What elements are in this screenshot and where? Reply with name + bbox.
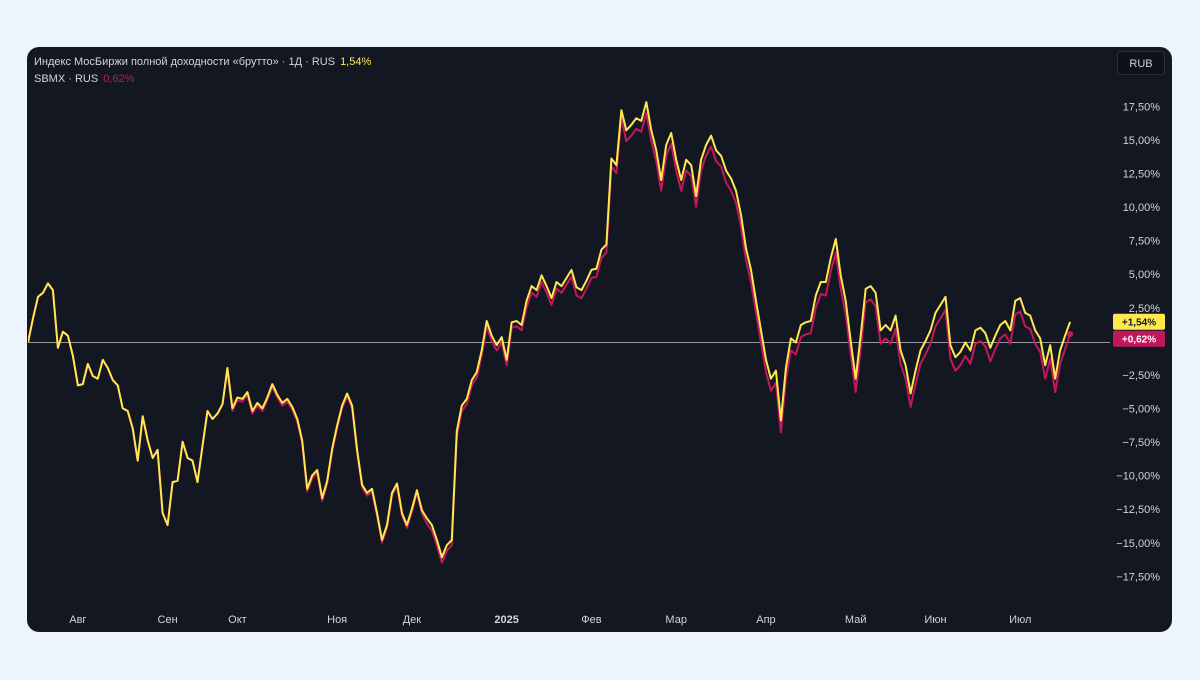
y-tick-label: −5,00% [1122, 404, 1160, 416]
plot [28, 101, 1072, 564]
y-tick-label: 2,50% [1129, 303, 1160, 315]
legend-name: Индекс МосБиржи полной доходности «брутт… [34, 56, 336, 68]
y-tick-label: 10,00% [1123, 202, 1161, 214]
x-tick-label: Фев [581, 614, 601, 626]
y-tick-label: 5,00% [1129, 269, 1160, 281]
axis-value-box [1113, 330, 1165, 347]
x-tick-label: Июл [1009, 614, 1031, 626]
y-tick-label: −17,50% [1116, 571, 1160, 583]
y-tick-label: 15,00% [1123, 135, 1161, 147]
y-tick-label: −2,50% [1122, 370, 1160, 382]
x-tick-label: Авг [69, 614, 86, 626]
x-tick-label: 2025 [494, 614, 518, 626]
last-point [1067, 331, 1074, 338]
legend-entry: Индекс МосБиржи полной доходности «брутт… [34, 54, 371, 71]
axis-value-label: +0,62% [1122, 334, 1156, 345]
x-tick-label: Апр [756, 614, 775, 626]
axis-value-label: +1,54% [1122, 317, 1156, 328]
x-tick-label: Май [845, 614, 867, 626]
legend-value: 0,62% [103, 73, 135, 85]
x-tick-label: Дек [403, 614, 422, 626]
legend-entry: SBMX · RUS 0,62% [34, 71, 371, 88]
chart-card [27, 47, 1172, 632]
currency-button[interactable]: RUB [1117, 51, 1165, 75]
y-tick-label: 7,50% [1129, 236, 1160, 248]
x-tick-label: Сен [158, 614, 178, 626]
y-tick-label: 12,50% [1123, 168, 1161, 180]
x-tick-label: Ноя [327, 614, 347, 626]
y-tick-label: 17,50% [1123, 101, 1161, 113]
y-tick-label: −7,50% [1122, 437, 1160, 449]
legend-name: SBMX · RUS [34, 73, 99, 85]
x-tick-label: Мар [665, 614, 687, 626]
series-line [28, 111, 1072, 564]
x-tick-label: Июн [924, 614, 946, 626]
x-tick-label: Окт [228, 614, 247, 626]
y-tick-label: −10,00% [1116, 471, 1160, 483]
series-line [28, 101, 1072, 559]
y-tick-label: −12,50% [1116, 504, 1160, 516]
legend: Индекс МосБиржи полной доходности «брутт… [34, 54, 371, 88]
y-tick-label: −15,00% [1116, 538, 1160, 550]
axis-value-box [1113, 313, 1165, 330]
legend-value: 1,54% [340, 56, 372, 68]
